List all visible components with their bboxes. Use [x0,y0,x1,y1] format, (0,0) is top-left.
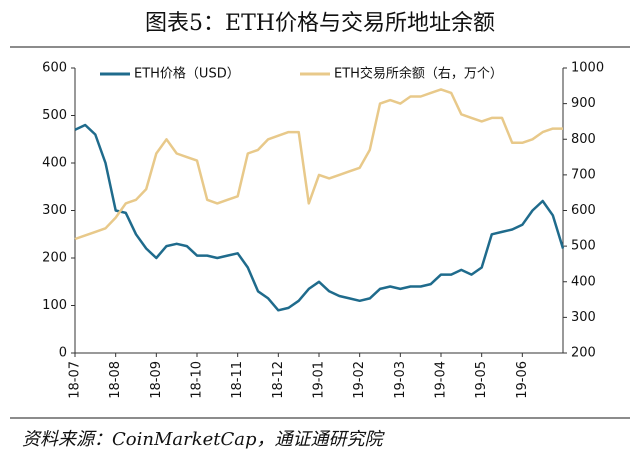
y-tick-label: 600 [42,61,67,76]
x-tick-label: 18-09 [149,361,164,399]
legend-label: ETH交易所余额（右，万个） [334,66,503,82]
x-tick-label: 19-03 [393,361,408,399]
x-tick-label: 18-10 [190,361,205,399]
y-tick-label: 300 [42,203,67,218]
y2-tick-label: 200 [571,346,596,361]
y2-tick-label: 600 [571,203,596,218]
x-tick-label: 19-01 [312,361,327,399]
x-tick-label: 19-04 [434,361,449,399]
y-tick-label: 200 [42,251,67,266]
y2-tick-label: 300 [571,310,596,325]
y2-tick-label: 400 [571,274,596,289]
y-tick-label: 0 [59,346,67,361]
x-tick-label: 19-05 [474,361,489,399]
source: 资料来源：CoinMarketCap，通证通研究院 [22,429,386,450]
x-tick-label: 18-11 [230,361,245,399]
y2-tick-label: 900 [571,96,596,111]
y-tick-label: 500 [42,108,67,123]
x-tick-label: 19-02 [352,361,367,399]
y2-tick-label: 500 [571,239,596,254]
chart-title: 图表5：ETH价格与交易所地址余额 [145,11,495,36]
legend-label: ETH价格（USD） [134,66,240,82]
series-line [74,123,565,312]
y-tick-label: 400 [42,156,67,171]
y-tick-label: 100 [42,298,67,313]
x-tick-label: 18-08 [108,361,123,399]
y2-tick-label: 800 [571,132,596,147]
x-tick-label: 19-06 [515,361,530,399]
x-tick-label: 18-07 [68,361,83,399]
y2-tick-label: 700 [571,167,596,182]
x-tick-label: 18-12 [271,361,286,399]
y2-tick-label: 1000 [571,61,604,76]
series-line [74,88,563,241]
